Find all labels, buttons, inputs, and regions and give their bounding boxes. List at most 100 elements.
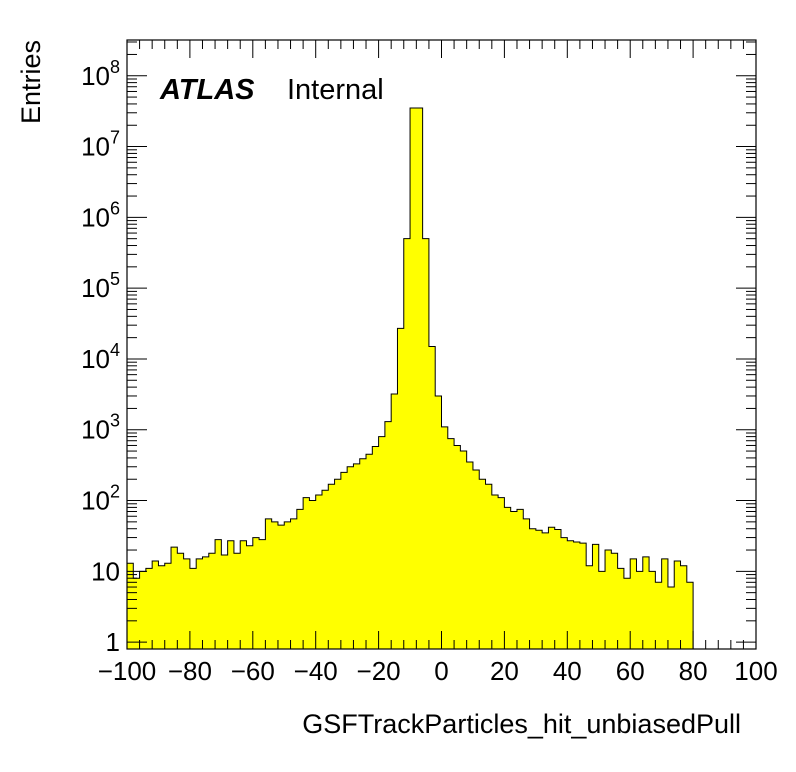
histogram-bin bbox=[372, 446, 378, 649]
y-axis-tick-labels: 1 10 102 103 104 105 106 107 108 bbox=[81, 57, 120, 657]
histogram-bin bbox=[379, 437, 385, 649]
histogram-bin bbox=[618, 568, 624, 649]
histogram-bin bbox=[681, 566, 687, 649]
histogram-bin bbox=[467, 462, 473, 649]
histogram-bin bbox=[561, 538, 567, 649]
x-tick-label: −60 bbox=[231, 656, 275, 686]
x-axis-title: GSFTrackParticles_hit_unbiasedPull bbox=[302, 709, 741, 739]
histogram-bin bbox=[303, 498, 309, 649]
internal-label: Internal bbox=[287, 74, 384, 106]
histogram-bin bbox=[423, 239, 429, 649]
x-axis-tick-labels: −100 −80 −60 −40 −20 0 20 40 60 80 100 bbox=[98, 656, 778, 686]
histogram-bin bbox=[486, 484, 492, 649]
x-tick-label: 80 bbox=[679, 656, 708, 686]
histogram-bin bbox=[429, 346, 435, 649]
histogram-bin bbox=[247, 546, 253, 649]
histogram-bin bbox=[397, 328, 403, 649]
y-tick-label: 107 bbox=[81, 128, 120, 162]
histogram-bin bbox=[687, 582, 693, 649]
atlas-label: ATLAS bbox=[159, 74, 255, 106]
histogram-bin bbox=[435, 396, 441, 649]
histogram-bin bbox=[643, 557, 649, 649]
histogram-bin bbox=[523, 519, 529, 649]
histogram-bin bbox=[586, 566, 592, 649]
histogram-bin bbox=[341, 472, 347, 649]
x-tick-label: 40 bbox=[553, 656, 582, 686]
histogram-bin bbox=[448, 439, 454, 649]
histogram-bins bbox=[127, 108, 693, 649]
histogram-outline bbox=[126, 107, 694, 650]
histogram-bin bbox=[322, 490, 328, 649]
histogram-bin bbox=[492, 495, 498, 649]
histogram-bin bbox=[536, 530, 542, 649]
x-tick-label: 60 bbox=[616, 656, 645, 686]
histogram-bin bbox=[140, 571, 146, 649]
histogram-bin bbox=[542, 533, 548, 649]
y-tick-label: 104 bbox=[81, 340, 120, 374]
histogram-bin bbox=[517, 509, 523, 649]
histogram-bin bbox=[265, 519, 271, 649]
x-tick-label: 0 bbox=[434, 656, 448, 686]
y-tick-label: 102 bbox=[81, 482, 120, 516]
histogram-bin bbox=[630, 559, 636, 649]
histogram-bin bbox=[555, 529, 561, 649]
histogram-bin bbox=[253, 538, 259, 649]
histogram-bin bbox=[278, 525, 284, 649]
histogram-bin bbox=[221, 555, 227, 649]
histogram-bin bbox=[127, 563, 133, 649]
histogram-bin bbox=[574, 542, 580, 649]
histogram-bin bbox=[328, 484, 334, 649]
histogram-bin bbox=[316, 495, 322, 649]
histogram-bin bbox=[158, 566, 164, 649]
histogram-bin bbox=[202, 557, 208, 649]
histogram-bin bbox=[511, 512, 517, 649]
histogram-bin bbox=[366, 454, 372, 649]
histogram-bin bbox=[165, 563, 171, 649]
histogram-bin bbox=[624, 578, 630, 649]
histogram-bin bbox=[272, 522, 278, 649]
histogram-bin bbox=[674, 561, 680, 649]
y-axis-ticks bbox=[127, 41, 756, 643]
histogram-bin bbox=[580, 543, 586, 649]
histogram-bin bbox=[416, 108, 422, 649]
histogram-bin bbox=[592, 544, 598, 649]
histogram-bin bbox=[215, 540, 221, 649]
histogram-bin bbox=[655, 582, 661, 649]
y-axis-title: Entries bbox=[16, 40, 46, 124]
histogram-bin bbox=[473, 470, 479, 649]
y-tick-label: 1 bbox=[106, 627, 120, 657]
histogram-bin bbox=[548, 527, 554, 649]
histogram-bin bbox=[133, 578, 139, 649]
histogram-bin bbox=[611, 553, 617, 649]
histogram-bin bbox=[184, 559, 190, 649]
y-tick-label: 10 bbox=[91, 556, 120, 586]
y-tick-label: 103 bbox=[81, 411, 120, 445]
histogram-bin bbox=[234, 553, 240, 649]
histogram-bin bbox=[309, 501, 315, 649]
histogram-bin bbox=[636, 571, 642, 649]
x-tick-label: −20 bbox=[357, 656, 401, 686]
x-axis-ticks bbox=[126, 40, 757, 649]
histogram-bin bbox=[567, 541, 573, 649]
histogram-fill bbox=[127, 108, 694, 650]
x-tick-label: −40 bbox=[294, 656, 338, 686]
histogram-bin bbox=[404, 239, 410, 649]
histogram-bin bbox=[284, 522, 290, 649]
histogram-bin bbox=[410, 108, 416, 649]
histogram-bin bbox=[360, 459, 366, 649]
histogram-bin bbox=[196, 559, 202, 649]
histogram-bin bbox=[385, 422, 391, 649]
histogram-bin bbox=[479, 479, 485, 649]
histogram-bin bbox=[190, 568, 196, 649]
y-tick-label: 105 bbox=[81, 269, 120, 303]
histogram-bin bbox=[504, 507, 510, 649]
histogram-bin bbox=[353, 464, 359, 649]
histogram-bin bbox=[240, 541, 246, 649]
histogram-bin bbox=[498, 498, 504, 649]
histogram-bin bbox=[662, 559, 668, 649]
histogram-bin bbox=[442, 427, 448, 649]
histogram-bin bbox=[599, 571, 605, 649]
histogram-bin bbox=[347, 467, 353, 649]
histogram-bin bbox=[291, 519, 297, 649]
